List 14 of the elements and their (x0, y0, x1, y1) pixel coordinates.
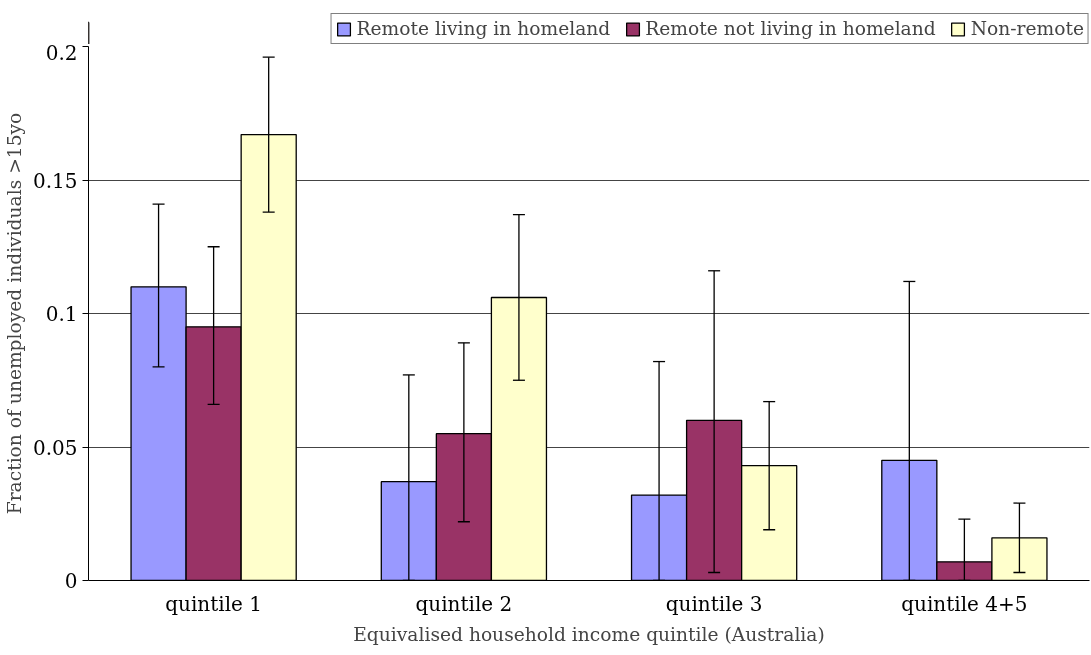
legend-label: Non-remote (970, 18, 1084, 39)
legend-label: Remote not living in homeland (645, 18, 936, 39)
legend-label: Remote living in homeland (356, 18, 611, 39)
y-tick-label: 0.15 (32, 168, 78, 193)
y-axis-title: Fraction of unemployed individuals >15yo (3, 112, 25, 515)
x-axis-title: Equivalised household income quintile (Australia) (353, 623, 825, 645)
y-tick-label: 0.2 (45, 40, 78, 65)
x-tick-label: quintile 4+5 (901, 591, 1028, 616)
x-tick-label: quintile 1 (165, 591, 262, 616)
x-tick-label: quintile 3 (665, 591, 763, 616)
y-tick-label: 0 (64, 569, 78, 593)
x-tick-label: quintile 2 (415, 591, 513, 616)
y-tick-label: 0.1 (45, 302, 78, 326)
y-tick-label: 0.05 (32, 435, 78, 460)
